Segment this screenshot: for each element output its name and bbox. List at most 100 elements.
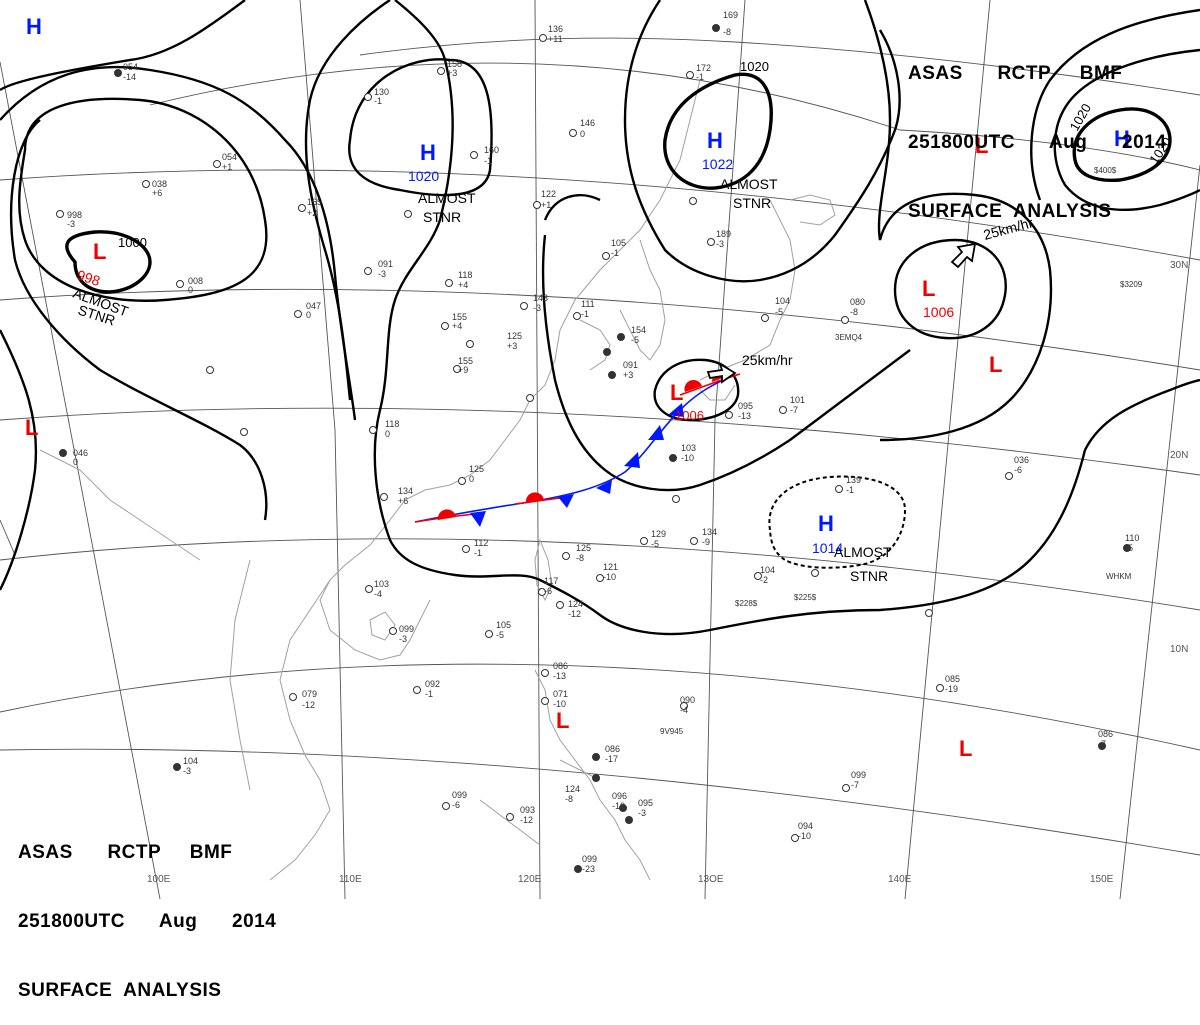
station-value: 0 (580, 129, 585, 139)
station-value: +11 (548, 34, 563, 44)
station-marker (114, 69, 122, 77)
station-value: 094 (798, 821, 813, 831)
station-marker (603, 348, 611, 356)
japan-low-motion-arrow (706, 361, 737, 384)
station-value: 189 (716, 229, 731, 239)
ship-id: 3EMQ4 (835, 333, 863, 342)
station-value: -12 (520, 815, 533, 825)
station-value: +3 (623, 370, 633, 380)
station-value: 104 (775, 296, 790, 306)
station-value: 122 (541, 189, 556, 199)
station-marker (779, 406, 787, 414)
station-value: -10 (553, 699, 566, 709)
coast-china (319, 79, 701, 661)
station-value: +4 (458, 280, 468, 290)
lat-label-10n: 10N (1170, 644, 1188, 655)
station-value: -6 (544, 586, 552, 596)
station-value: +4 (452, 321, 462, 331)
station-marker (389, 627, 397, 635)
station-marker (206, 366, 214, 374)
station-marker (59, 449, 67, 457)
station-marker (669, 454, 677, 462)
high-korea-pressure: 1022 (702, 156, 733, 172)
station-value: -4 (374, 589, 382, 599)
low-pacific-pressure: 1006 (923, 304, 954, 320)
station-marker (413, 686, 421, 694)
station-marker (442, 802, 450, 810)
station-marker (562, 552, 570, 560)
station-marker (364, 93, 372, 101)
isobar-china-center (373, 0, 1200, 636)
station-marker (240, 428, 248, 436)
station-value: -10 (603, 572, 616, 582)
station-marker (445, 279, 453, 287)
station-value: 169 (723, 10, 738, 20)
parallel-10n (0, 663, 1200, 751)
station-value: -7 (1098, 739, 1106, 749)
station-value: 118 (458, 270, 472, 280)
cold-front-tri-1 (470, 511, 486, 527)
isobar-ne-high-inner (1072, 107, 1172, 183)
station-marker (380, 493, 388, 501)
station-value: -8 (723, 27, 731, 37)
station-value: -1 (846, 485, 854, 495)
high-pacific-symbol: H (818, 511, 834, 536)
station-value: 0 (306, 310, 311, 320)
station-value: 118 (385, 419, 399, 429)
station-value: 110 (1125, 533, 1139, 543)
lon-label-140e: 140E (888, 874, 912, 885)
station-marker (835, 485, 843, 493)
station-marker (791, 834, 799, 842)
station-value: +1 (541, 200, 551, 210)
station-value: -7 (851, 780, 859, 790)
station-value: -1 (474, 548, 482, 558)
station-marker (441, 322, 449, 330)
station-value: -5 (496, 630, 504, 640)
meridian-90e (0, 519, 16, 556)
station-value: -5 (775, 307, 783, 317)
station-marker (462, 545, 470, 553)
station-marker (298, 204, 306, 212)
station-value: 103 (374, 579, 389, 589)
grid-labels: 110E 120E 13OE 140E 150E 100E 30N 20N 10… (147, 260, 1188, 885)
station-value: 117 (544, 576, 558, 586)
ship-ids: 3EMQ4 $3209 $228$ $225$ WHKM 9V945 $400$ (660, 166, 1143, 736)
chart-header-top: ASAS RCTP BMF 251800UTC Aug 2014 SURFACE… (908, 16, 1166, 246)
station-value: 105 (496, 620, 511, 630)
station-value: -10 (681, 453, 694, 463)
station-marker (533, 201, 541, 209)
station-value: -19 (945, 684, 958, 694)
station-value: -13 (553, 671, 566, 681)
station-marker (841, 316, 849, 324)
station-marker (453, 365, 461, 373)
station-value: 091 (623, 360, 638, 370)
lat-label-30n: 30N (1170, 260, 1188, 271)
station-value: -2 (760, 575, 768, 585)
station-marker (936, 684, 944, 692)
station-markers (56, 24, 1131, 873)
station-value: +6 (398, 496, 408, 506)
cold-front-tri-3 (596, 480, 612, 494)
station-value: 0 (469, 474, 474, 484)
station-value: -5 (631, 335, 639, 345)
station-value: 096 (612, 791, 627, 801)
station-value: 099 (582, 854, 597, 864)
station-marker (142, 180, 150, 188)
station-marker (538, 588, 546, 596)
low-west-symbol: L (25, 415, 38, 440)
meridian-110e (299, 0, 346, 899)
low-japan-pressure: 1006 (675, 408, 704, 423)
station-marker (680, 702, 688, 710)
station-marker (294, 310, 302, 318)
station-value: 111 (581, 299, 595, 309)
isobar-ne-outer-2 (1030, 8, 1200, 201)
isobar-center-trough (543, 193, 601, 221)
station-value: 172 (696, 63, 711, 73)
isobar-big-west-2 (304, 0, 391, 401)
isobar-big-west-1 (0, 65, 357, 421)
station-value: 0 (73, 457, 78, 467)
cold-front-tri-4 (624, 452, 640, 468)
station-marker (811, 569, 819, 577)
station-value: -3 (399, 634, 407, 644)
station-value: 104 (760, 565, 775, 575)
